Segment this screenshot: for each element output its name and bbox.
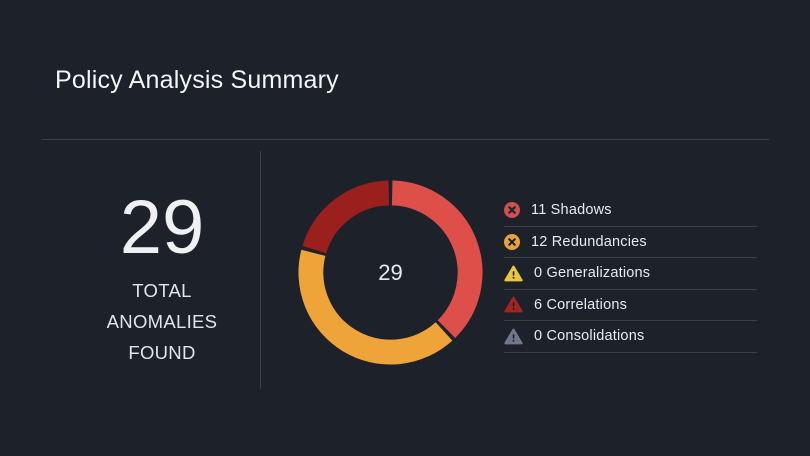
stat-label-line: TOTAL — [132, 280, 192, 301]
anomalies-donut-chart[interactable]: 29 — [296, 178, 485, 367]
legend-item-redundancies[interactable]: 12 Redundancies — [504, 227, 757, 258]
legend-item-text: 12 Redundancies — [531, 233, 647, 250]
x-circle-icon — [504, 233, 520, 250]
legend-item-text: 0 Consolidations — [534, 328, 645, 345]
legend-item-text: 0 Generalizations — [534, 265, 651, 282]
donut-segment-shadows[interactable] — [391, 180, 483, 338]
title-divider — [42, 139, 769, 140]
stat-label-line: ANOMALIES — [106, 311, 218, 332]
donut-chart-svg[interactable] — [296, 178, 485, 367]
legend-item-text: 11 Shadows — [531, 202, 612, 219]
total-anomalies-value: 29 — [119, 185, 205, 270]
warning-triangle-icon — [504, 265, 523, 282]
stat-label-line: FOUND — [128, 342, 196, 363]
legend-item-generalizations[interactable]: 0 Generalizations — [504, 258, 757, 290]
legend-item-text: 6 Correlations — [534, 296, 628, 313]
x-circle-icon — [504, 202, 520, 219]
anomalies-legend: 11 Shadows 12 Redundancies 0 Generalizat… — [504, 195, 757, 353]
page-title: Policy Analysis Summary — [55, 66, 339, 94]
donut-segment-correlations[interactable] — [302, 180, 390, 254]
total-anomalies-stat: 29 TOTAL ANOMALIES FOUND — [56, 190, 268, 368]
legend-item-shadows[interactable]: 11 Shadows — [504, 195, 757, 227]
total-anomalies-label: TOTAL ANOMALIES FOUND — [56, 275, 268, 368]
warning-triangle-icon — [504, 296, 523, 313]
vertical-divider — [260, 151, 261, 389]
legend-item-consolidations[interactable]: 0 Consolidations — [504, 321, 757, 353]
warning-triangle-icon — [504, 328, 523, 345]
donut-segment-redundancies[interactable] — [298, 249, 453, 365]
legend-item-correlations[interactable]: 6 Correlations — [504, 290, 757, 321]
